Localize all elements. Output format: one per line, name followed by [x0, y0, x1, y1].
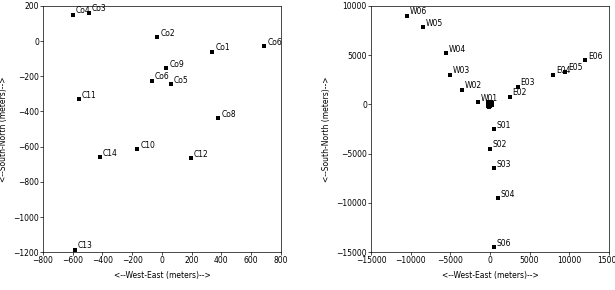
- Text: Co5: Co5: [173, 76, 188, 85]
- Text: Co2: Co2: [161, 29, 175, 38]
- X-axis label: <--West-East (meters)-->: <--West-East (meters)-->: [114, 271, 210, 280]
- Text: Co6: Co6: [267, 38, 282, 47]
- Text: Co8: Co8: [221, 110, 236, 119]
- Y-axis label: <--South-North (meters)-->: <--South-North (meters)-->: [322, 76, 331, 182]
- Text: C14: C14: [103, 149, 118, 158]
- Text: C13: C13: [77, 241, 93, 250]
- Text: C12: C12: [194, 150, 208, 159]
- Text: Co1: Co1: [215, 43, 230, 52]
- Text: W04: W04: [449, 45, 466, 54]
- Text: C11: C11: [81, 91, 96, 100]
- Text: S01: S01: [497, 121, 511, 130]
- Text: W02: W02: [465, 81, 482, 90]
- Text: W06: W06: [410, 7, 427, 16]
- Text: E04: E04: [556, 66, 571, 75]
- Text: S03: S03: [497, 160, 511, 169]
- Text: W03: W03: [453, 66, 470, 75]
- Text: Co4: Co4: [76, 6, 90, 15]
- Text: S06: S06: [497, 239, 511, 248]
- Text: E02: E02: [512, 88, 527, 97]
- X-axis label: <--West-East (meters)-->: <--West-East (meters)-->: [442, 271, 538, 280]
- Text: Co6: Co6: [155, 72, 170, 81]
- Text: E03: E03: [520, 78, 535, 87]
- Text: E06: E06: [588, 52, 602, 61]
- Text: Co9: Co9: [169, 60, 184, 69]
- Text: W05: W05: [426, 19, 443, 28]
- Y-axis label: <--South-North (meters)-->: <--South-North (meters)-->: [0, 76, 7, 182]
- Text: S02: S02: [493, 140, 507, 149]
- Text: S04: S04: [501, 190, 515, 199]
- Text: W01: W01: [481, 94, 498, 103]
- Text: C10: C10: [140, 141, 155, 150]
- Text: E05: E05: [568, 64, 582, 72]
- Text: Co3: Co3: [92, 4, 106, 13]
